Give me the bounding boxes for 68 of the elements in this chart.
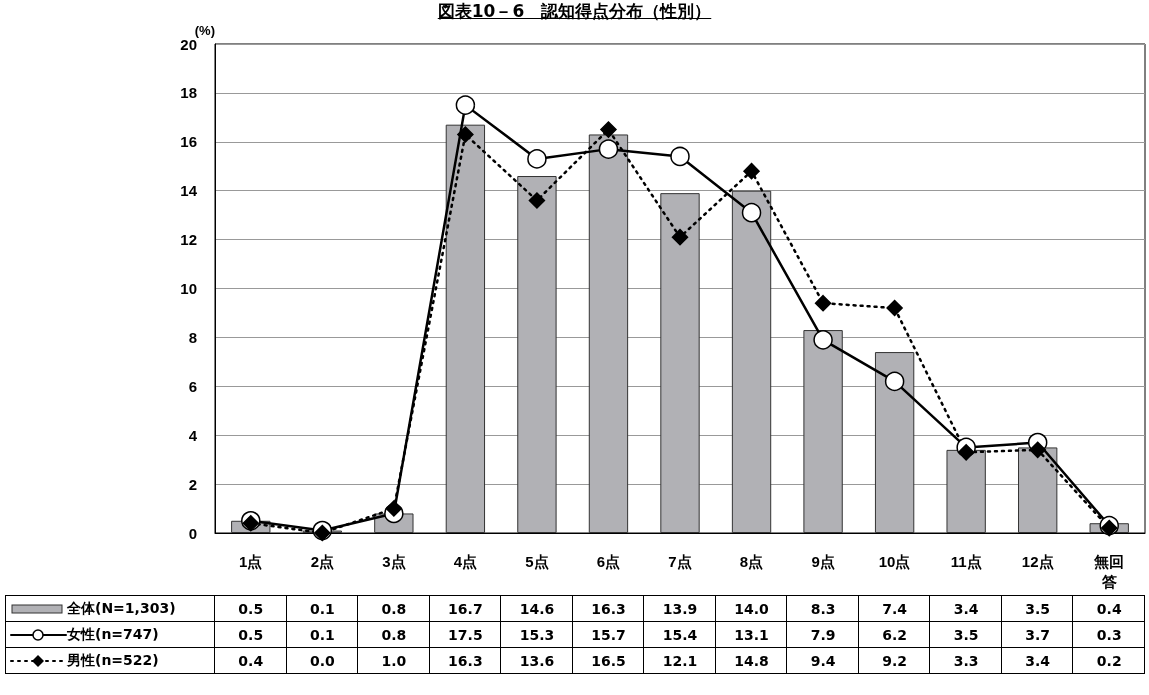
- x-tick-label: 7点: [668, 552, 692, 570]
- y-axis-title: (%): [194, 22, 215, 38]
- data-label: 14.6: [519, 600, 555, 617]
- legend-label: 全体(N=1,303): [67, 599, 176, 616]
- x-tick-label: 4点: [453, 552, 478, 570]
- data-label: 0.4: [238, 652, 264, 669]
- data-label: 0.1: [309, 600, 335, 617]
- data-label: 7.9: [810, 626, 836, 643]
- data-label: 0.3: [1096, 626, 1122, 643]
- data-label: 3.3: [953, 652, 979, 669]
- data-label: 3.7: [1025, 626, 1051, 643]
- data-label: 7.4: [882, 600, 908, 617]
- x-tick-label: 6点: [596, 552, 621, 570]
- x-tick-label: 11点: [950, 552, 982, 570]
- data-label: 9.2: [882, 652, 908, 669]
- data-label: 3.4: [953, 600, 979, 617]
- data-label: 0.2: [1096, 652, 1122, 669]
- y-tick-label: 0: [188, 524, 197, 542]
- data-label: 0.0: [309, 652, 335, 669]
- legend-label: 男性(n=522): [67, 651, 159, 668]
- data-label: 9.4: [810, 652, 836, 669]
- x-tick-label: 9点: [811, 552, 835, 570]
- data-label: 3.5: [953, 626, 979, 643]
- data-label: 0.8: [381, 600, 407, 617]
- x-tick-label: 2点: [310, 552, 334, 570]
- chart-title: 図表10－6 認知得点分布（性別）: [436, 0, 713, 23]
- data-label: 17.5: [448, 626, 483, 643]
- y-tick-label: 16: [180, 133, 197, 151]
- y-tick-label: 12: [180, 231, 197, 249]
- data-label: 13.9: [662, 600, 698, 617]
- x-tick-label: 1点: [239, 552, 263, 570]
- data-label: 3.5: [1025, 600, 1051, 617]
- data-label: 0.5: [238, 626, 264, 643]
- legend-label: 女性(n=747): [67, 625, 159, 642]
- data-label: 15.4: [662, 626, 698, 643]
- data-label: 16.3: [448, 652, 483, 669]
- x-tick-label: 3点: [382, 552, 406, 570]
- data-label: 15.3: [519, 626, 555, 643]
- y-tick-label: 4: [188, 426, 198, 444]
- data-label: 13.6: [519, 652, 555, 669]
- y-tick-label: 10: [180, 280, 197, 297]
- y-tick-label: 14: [180, 182, 198, 200]
- data-label: 0.1: [309, 626, 335, 643]
- y-tick-label: 6: [188, 377, 197, 395]
- data-label: 0.5: [238, 600, 264, 617]
- data-label: 8.3: [810, 600, 836, 617]
- x-tick-label: 8点: [739, 552, 764, 570]
- data-label: 1.0: [381, 652, 407, 669]
- x-tick-label: 12点: [1021, 552, 1054, 570]
- x-tick-label: 5点: [525, 552, 549, 570]
- data-label: 0.4: [1096, 600, 1122, 617]
- x-tick-label: 10点: [878, 552, 911, 570]
- y-tick-label: 8: [188, 328, 197, 346]
- x-tick-label: 無回答: [1093, 552, 1125, 590]
- data-label: 14.0: [734, 600, 770, 617]
- data-label: 0.8: [381, 626, 407, 643]
- y-tick-label: 18: [180, 84, 197, 102]
- data-label: 15.7: [591, 626, 626, 643]
- data-label: 3.4: [1025, 652, 1051, 669]
- data-label: 16.7: [448, 600, 483, 617]
- y-tick-label: 20: [180, 35, 197, 53]
- data-label: 6.2: [882, 626, 908, 643]
- data-label: 12.1: [662, 652, 698, 669]
- data-label: 14.8: [734, 652, 769, 669]
- data-label: 16.3: [591, 600, 626, 617]
- data-label: 13.1: [734, 626, 769, 643]
- data-label: 16.5: [591, 652, 626, 669]
- y-tick-label: 2: [188, 475, 197, 493]
